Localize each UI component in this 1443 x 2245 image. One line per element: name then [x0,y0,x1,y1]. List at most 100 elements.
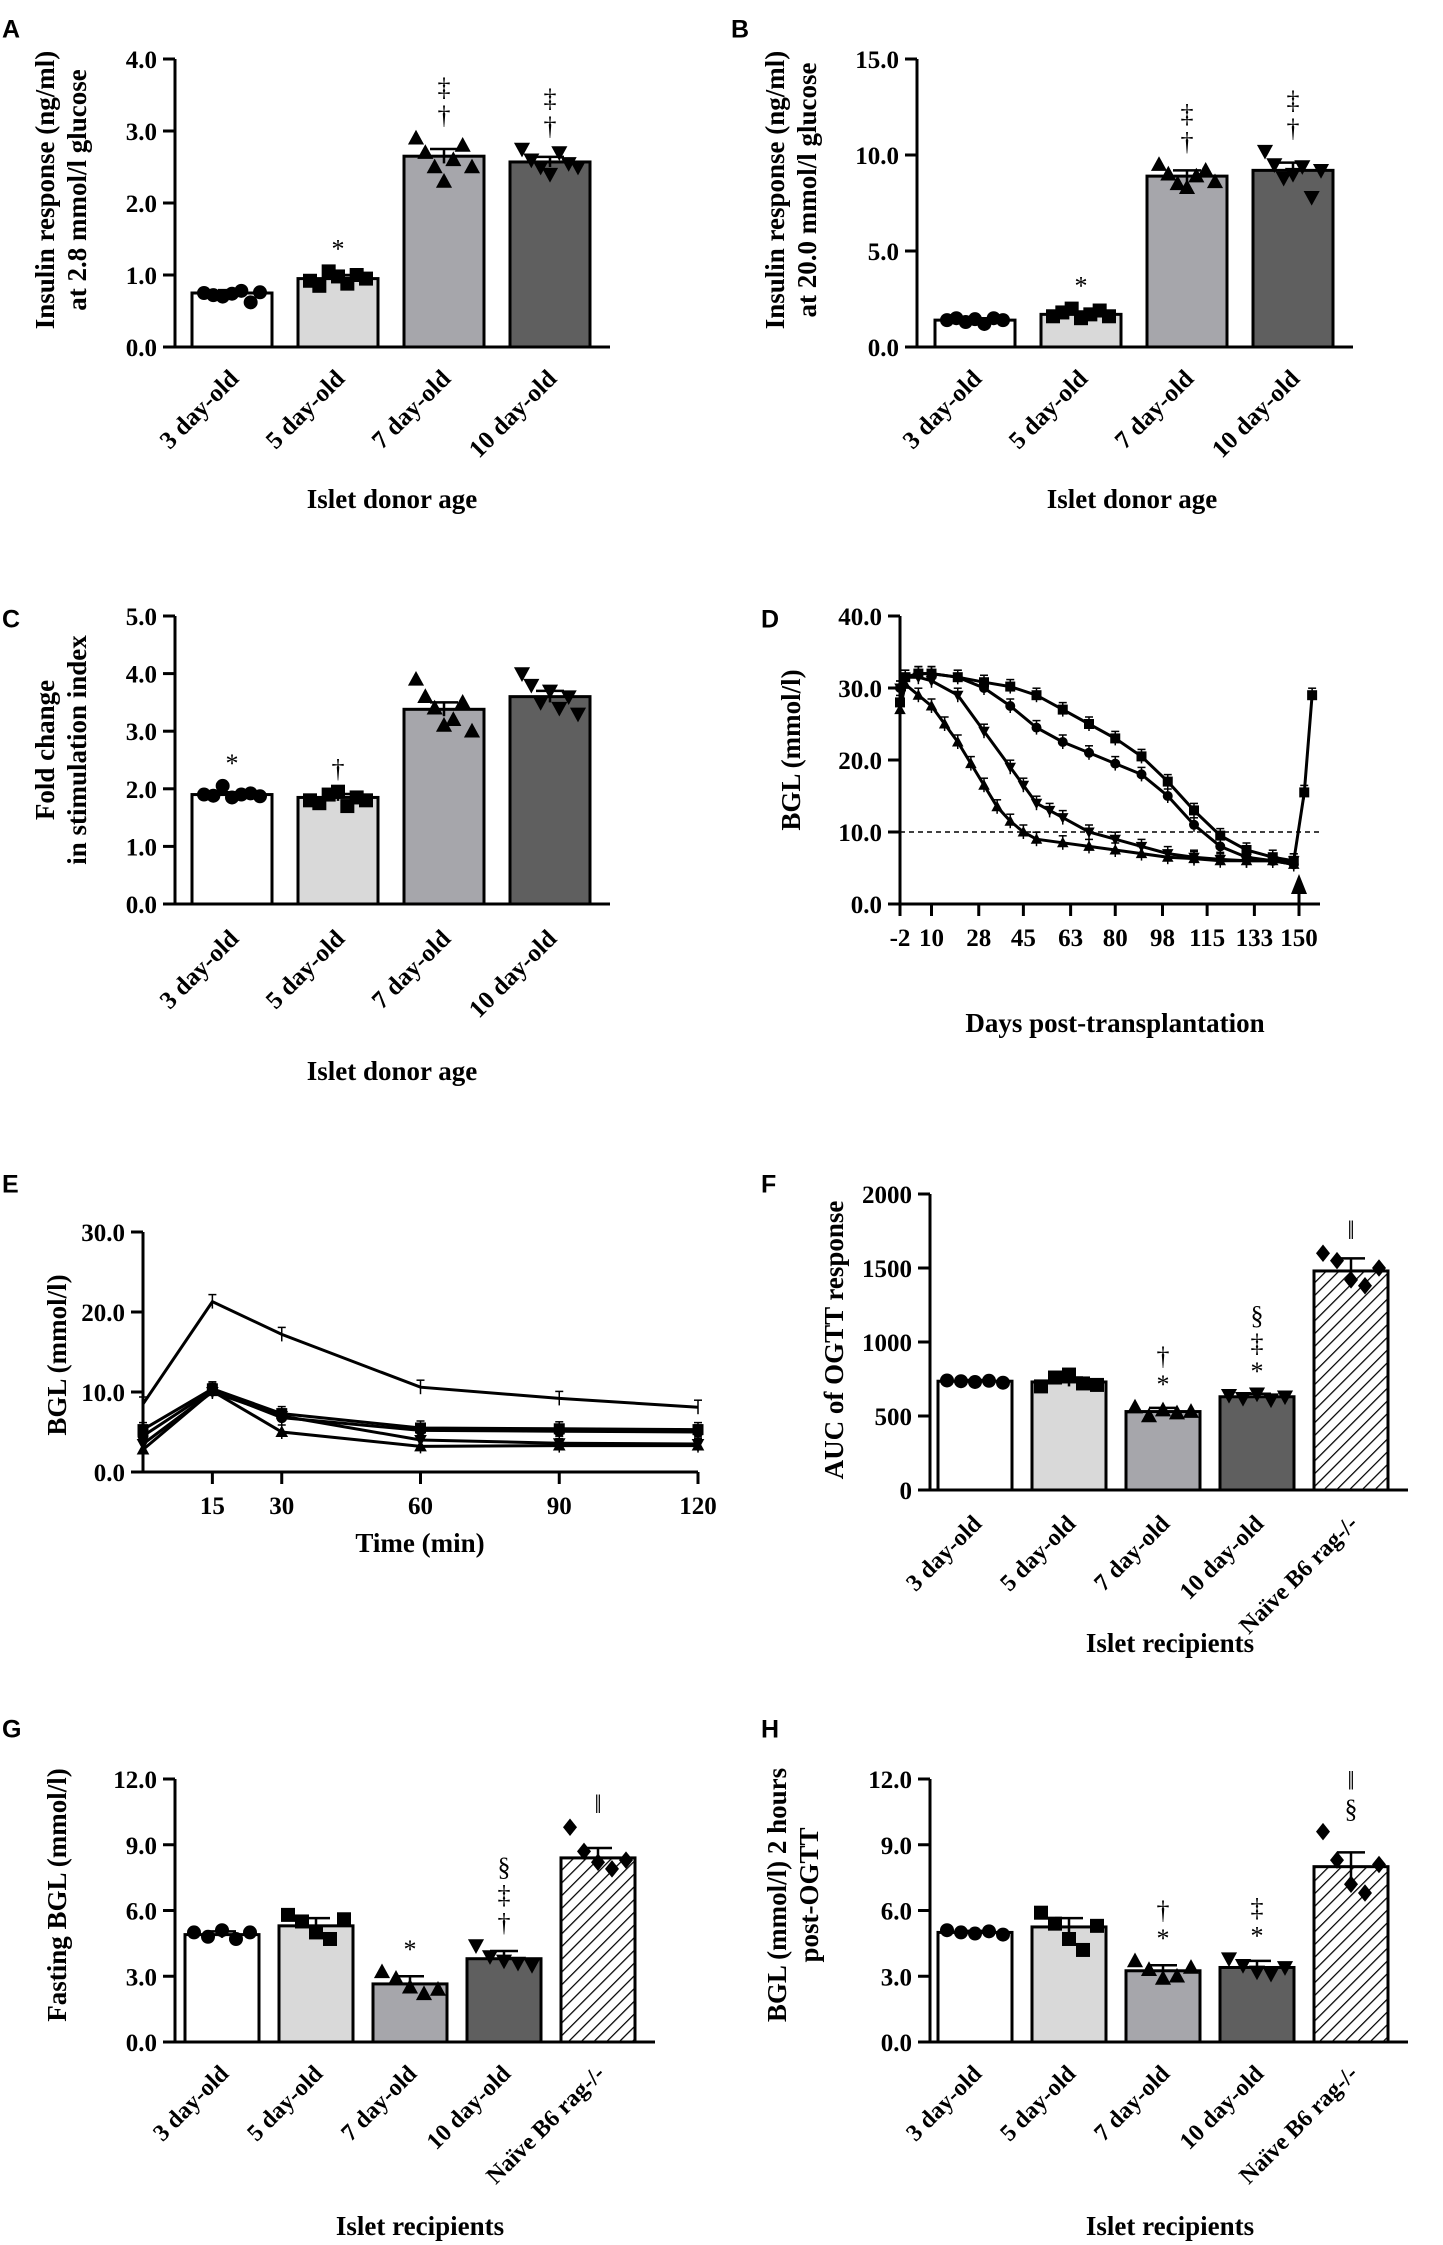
bar-3 day-old [936,1379,1014,1492]
data-point [415,1985,433,2001]
x-tick-label: 15 [200,1493,225,1520]
panel-letter: C [2,606,20,634]
x-tick-label: 10 day-old [464,365,562,463]
data-point [551,701,568,717]
data-point [463,158,481,174]
data-point [1344,1875,1358,1893]
x-tick-label: 30 [269,1493,294,1520]
y-tick-label: 10.0 [838,820,882,847]
x-tick-label: 3 day-old [898,365,987,454]
x-tick-label: 7 day-old [1089,2060,1175,2146]
significance-mark: § [1251,1301,1264,1330]
significance-mark: † [1157,1896,1170,1925]
data-point [1154,1970,1172,1985]
x-tick-label: 60 [408,1493,433,1520]
data-point [541,684,559,700]
data-point [1004,815,1016,826]
data-point [691,1439,705,1451]
data-point [523,1958,541,1974]
data-point [1109,834,1121,846]
data-point [1102,309,1116,324]
event-arrow [1291,874,1307,894]
x-tick-label: 5 day-old [1004,365,1093,454]
data-point [253,789,267,804]
data-point [509,1956,527,1972]
x-tick-label: 7 day-old [336,2060,422,2146]
bar-5 day-old [296,795,380,906]
data-point [1140,1961,1158,1976]
data-point [1168,1404,1186,1420]
data-point [1206,173,1224,189]
data-point [1248,1387,1266,1403]
data-point [1330,1851,1344,1869]
data-point [481,1950,499,1965]
data-point [553,1425,565,1437]
data-point [1005,681,1016,692]
y-tick-label: 3.0 [126,719,157,746]
data-point [1083,840,1095,851]
data-point [463,722,481,738]
data-point [1135,847,1148,859]
data-point [1162,791,1173,801]
y-tick-label: 30.0 [838,676,882,703]
data-point [605,1860,619,1878]
x-tick-label: 7 day-old [1089,1510,1175,1596]
x-axis-title: Islet donor age [1047,484,1218,514]
data-point [1182,1959,1200,1974]
data-point [925,700,938,711]
x-tick-label: 10 day-old [464,925,562,1023]
data-point [253,285,267,300]
series-10 day-old [894,676,1300,872]
data-point [569,160,587,176]
data-point [1005,701,1016,711]
bar-3 day-old [183,1933,261,2044]
y-axis-title-line: Fold change [30,680,60,820]
data-point [569,707,587,723]
data-point [312,278,327,293]
data-point [1126,1398,1144,1414]
y-tick-label: 0.0 [94,1460,125,1487]
data-point [401,1978,419,1994]
data-point [1162,776,1173,787]
data-point [1136,751,1147,762]
data-point [1178,179,1196,194]
data-point [952,690,964,702]
data-point [1234,1958,1252,1974]
data-point [1294,160,1311,175]
significance-mark: ‡ [1287,86,1300,115]
y-tick-label: 0 [900,1478,913,1505]
series-7 day-old [894,669,1300,868]
y-tick-label: 0.0 [126,335,157,362]
series-line [898,681,1295,866]
data-point [899,678,911,689]
panel-letter: H [761,1716,779,1744]
data-point [187,1925,201,1940]
y-tick-label: 0.0 [881,2030,912,2057]
data-point [965,757,977,769]
x-axis-title: Days post-transplantation [965,1008,1264,1038]
data-point [954,1925,968,1940]
series-10 day-old [136,1383,705,1457]
data-point [996,1927,1010,1942]
y-tick-label: 1500 [862,1256,912,1283]
y-tick-label: 0.0 [126,2030,157,2057]
data-point [1090,1918,1104,1933]
x-tick-label: 5 day-old [995,1510,1081,1596]
panel-G: G 0.0 3.0 6.0 9.0 12.0 3 day-old 5 day-old 7 day… [2,1716,655,2241]
data-point [552,1439,566,1451]
data-point [1017,826,1030,837]
y-axis-title-line: BGL (mmol/l) 2 hours [762,1768,792,2022]
data-point [1266,158,1283,173]
data-point [1262,1967,1280,1983]
data-point [1220,1388,1238,1404]
y-tick-label: 12.0 [113,1767,157,1794]
data-point [1188,852,1200,864]
data-point [359,271,373,286]
series-line [142,1389,698,1451]
significance-mark: ‡ [544,84,557,113]
x-tick-label: 28 [966,925,991,952]
x-axis-title: Islet donor age [307,1056,478,1086]
bar-7 day-old [1124,1410,1202,1492]
data-point [1017,780,1030,792]
data-point [1276,1961,1294,1976]
